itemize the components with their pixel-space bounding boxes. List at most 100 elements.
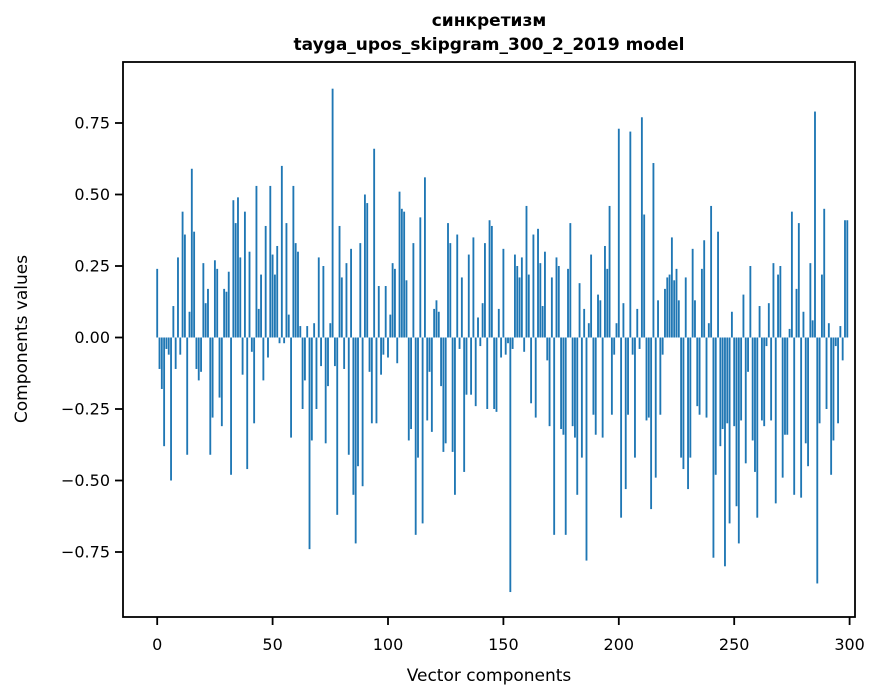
bar xyxy=(784,337,786,435)
bar xyxy=(202,263,205,338)
bar xyxy=(465,337,468,395)
bar xyxy=(278,337,281,344)
bar xyxy=(567,268,569,338)
bar xyxy=(818,337,821,424)
bar xyxy=(654,337,657,478)
bar xyxy=(306,326,309,338)
bar xyxy=(347,337,350,455)
bar xyxy=(213,260,216,338)
bar xyxy=(592,337,595,415)
x-tick-label: 50 xyxy=(262,635,282,654)
bar xyxy=(276,245,279,338)
bar xyxy=(689,337,692,458)
bar xyxy=(260,274,262,338)
bar xyxy=(449,243,452,338)
bar xyxy=(564,337,567,535)
bar xyxy=(696,337,699,407)
bar xyxy=(597,294,599,338)
bar xyxy=(490,225,493,338)
x-tick-label: 200 xyxy=(604,635,635,654)
bar xyxy=(705,337,708,418)
bar xyxy=(421,337,424,524)
bar xyxy=(253,337,256,424)
bar xyxy=(772,263,775,338)
bar xyxy=(594,337,597,435)
bar xyxy=(534,337,537,418)
bar xyxy=(802,311,805,338)
bar xyxy=(728,337,731,524)
bar xyxy=(209,337,212,455)
bar xyxy=(340,277,343,338)
bar xyxy=(322,266,325,338)
bar xyxy=(516,266,519,338)
bar xyxy=(267,337,269,358)
bar xyxy=(454,337,456,495)
bar xyxy=(587,323,590,338)
bar xyxy=(749,266,752,338)
bar xyxy=(181,211,184,338)
bar xyxy=(497,308,500,338)
chart-subtitle: tayga_upos_skipgram_300_2_2019 model xyxy=(294,35,685,55)
bar xyxy=(844,220,846,338)
bar xyxy=(664,288,666,338)
bar xyxy=(537,228,539,338)
bar xyxy=(193,231,196,338)
bar xyxy=(280,165,283,338)
bar xyxy=(447,223,449,338)
bar xyxy=(774,337,777,504)
bar xyxy=(271,254,274,338)
bar xyxy=(793,337,796,495)
bar xyxy=(548,337,551,427)
y-tick-label: 0.50 xyxy=(74,185,110,204)
bar-series xyxy=(156,88,849,593)
bar xyxy=(338,225,341,338)
bar xyxy=(315,337,318,409)
bar xyxy=(486,337,489,409)
bar xyxy=(562,337,565,435)
bar xyxy=(687,337,689,490)
bar xyxy=(511,337,514,349)
bar xyxy=(756,337,759,518)
bar xyxy=(825,337,828,409)
bar xyxy=(703,240,706,338)
bar xyxy=(811,320,814,338)
bar xyxy=(320,337,322,367)
bar xyxy=(366,203,369,338)
bar xyxy=(698,337,701,415)
axis-ticks xyxy=(115,122,851,625)
bar xyxy=(481,303,484,338)
bar xyxy=(234,223,237,338)
bar xyxy=(786,337,789,435)
bar xyxy=(700,268,703,338)
bar xyxy=(657,300,659,338)
bar xyxy=(297,251,299,338)
bar xyxy=(514,254,516,338)
bar xyxy=(527,274,530,338)
bar xyxy=(670,237,673,338)
bar xyxy=(795,288,798,338)
bar xyxy=(405,280,408,338)
bar xyxy=(631,337,634,355)
bar xyxy=(283,337,286,344)
bar xyxy=(509,337,512,593)
y-tick-label: 0.75 xyxy=(74,114,110,133)
bar xyxy=(269,185,272,338)
bar xyxy=(781,337,784,478)
bar xyxy=(804,337,807,444)
bar xyxy=(742,294,745,338)
bar xyxy=(495,337,498,412)
bar xyxy=(814,111,816,338)
bar xyxy=(608,205,611,338)
bar xyxy=(165,337,168,349)
bar xyxy=(500,337,503,358)
bar xyxy=(430,337,433,432)
bar xyxy=(574,337,576,438)
bar xyxy=(557,266,560,338)
bar xyxy=(375,337,378,424)
bar xyxy=(373,148,376,338)
bar xyxy=(726,337,729,424)
bar xyxy=(800,337,803,498)
bar xyxy=(310,337,313,441)
bar xyxy=(763,337,766,427)
bar xyxy=(624,337,627,490)
